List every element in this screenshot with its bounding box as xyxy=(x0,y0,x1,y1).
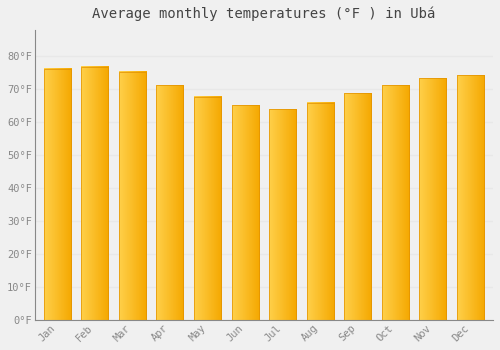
Bar xyxy=(232,105,258,320)
Bar xyxy=(82,66,108,320)
Bar xyxy=(457,75,484,320)
Bar xyxy=(306,103,334,320)
Bar xyxy=(156,85,184,320)
Title: Average monthly temperatures (°F ) in Ubá: Average monthly temperatures (°F ) in Ub… xyxy=(92,7,436,21)
Bar xyxy=(420,78,446,320)
Bar xyxy=(44,69,71,320)
Bar xyxy=(382,85,409,320)
Bar xyxy=(269,109,296,320)
Bar xyxy=(194,97,221,320)
Bar xyxy=(344,93,372,320)
Bar xyxy=(119,72,146,320)
